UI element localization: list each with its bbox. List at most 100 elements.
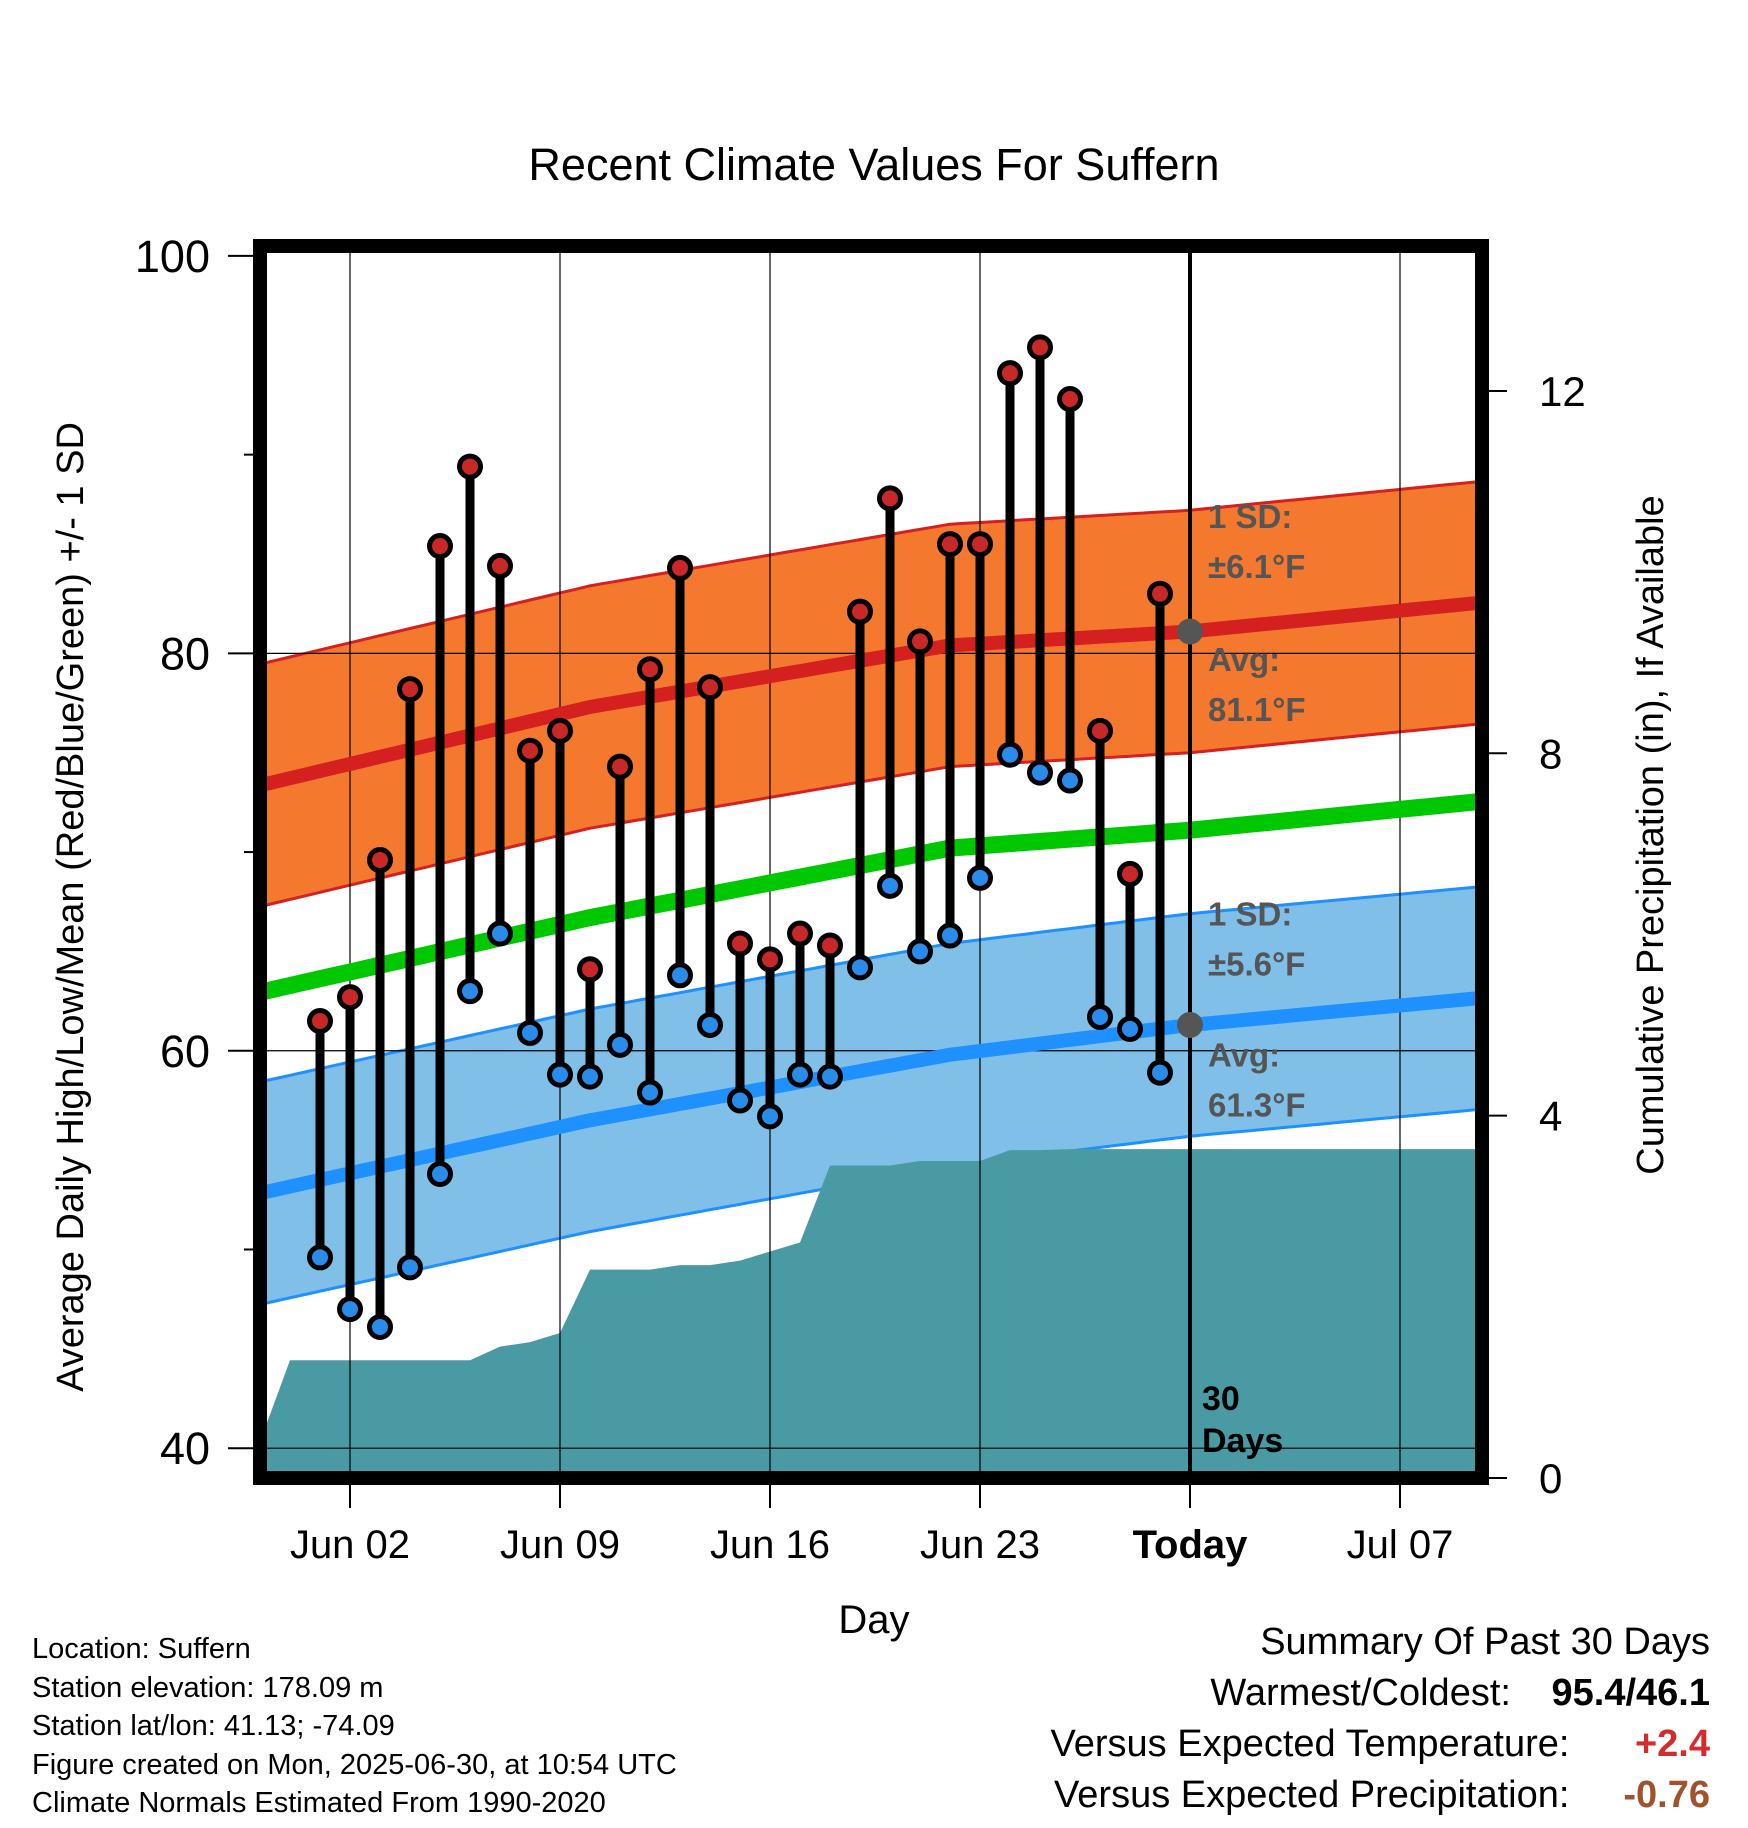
daily-high-point [1027,334,1053,361]
y-tick-label: 80 [160,628,210,679]
daily-high-point [727,930,753,957]
plot-frame [253,239,1489,1485]
daily-low-point [1027,759,1053,786]
daily-low-point [1117,1015,1143,1042]
elevation-text: Station elevation: 178.09 m [32,1671,384,1704]
high-sd-band [260,481,1482,907]
normals-text: Climate Normals Estimated From 1990-2020 [32,1787,606,1819]
summary-warm-cold-row: Warmest/Coldest: 95.4/46.1 [1051,1668,1710,1719]
daily-high-point [457,453,483,480]
warm-cold-label: Warmest/Coldest: [1210,1672,1511,1714]
high-avg-value: 81.1°F [1208,691,1306,728]
x-tick-label: Jun 09 [500,1523,620,1567]
daily-low-point [1087,1003,1113,1030]
y-axis-label: Average Daily High/Low/Mean (Red/Blue/Gr… [50,422,92,1392]
precipitation-area [260,1149,1482,1478]
daily-high-point [577,956,603,983]
daily-low-point [907,938,933,965]
daily-low-point [877,872,903,899]
daily-high-point [847,598,873,625]
daily-high-point [637,656,663,683]
x-tick-label: Jul 07 [1347,1523,1454,1567]
y2-axis-label: Cumulative Precipitation (in), If Availa… [1630,495,1672,1174]
created-text: Figure created on Mon, 2025-06-30, at 10… [32,1748,677,1781]
low-sd-value: ±5.6°F [1208,945,1305,982]
low-avg-value: 61.3°F [1208,1086,1306,1123]
station-metadata: Location: Suffern Station elevation: 178… [32,1630,677,1823]
y-tick-label: 100 [135,231,210,282]
y-tick-label: 40 [160,1423,210,1474]
x-axis-label: Day [838,1598,909,1642]
daily-low-point [967,864,993,891]
x-tick-label-today: Today [1133,1523,1249,1567]
y2-tick-label: 0 [1539,1455,1562,1502]
daily-low-point [1057,767,1083,794]
daily-high-point [517,737,543,764]
today-days-label: 30 Days [1202,1380,1283,1460]
daily-low-point [847,954,873,981]
chart-title: Recent Climate Values For Suffern [528,139,1219,190]
daily-high-point [757,946,783,973]
y-tick-label: 60 [160,1026,210,1077]
precip-value: -0.76 [1623,1774,1710,1816]
daily-high-point [787,920,813,947]
daily-low-point [727,1087,753,1114]
daily-low-point [757,1103,783,1130]
daily-low-point [367,1313,393,1340]
low-avg-label: Avg: [1208,1037,1280,1074]
daily-high-point [697,674,723,701]
avg-high-marker [1177,618,1203,645]
daily-low-point [637,1079,663,1106]
x-tick-label: Jun 16 [710,1523,830,1567]
high-sd-value: ±6.1°F [1208,548,1305,585]
daily-high-point [967,531,993,558]
daily-low-point [1147,1059,1173,1086]
y2-tick-label: 12 [1539,368,1586,415]
location-text: Location: Suffern [32,1633,251,1665]
daily-high-point [997,360,1023,387]
daily-high-point [487,552,513,579]
x-tick-label: Jun 23 [920,1523,1040,1567]
low-sd-label: 1 SD: [1208,896,1292,933]
daily-high-point [877,485,903,512]
daily-high-point [367,847,393,874]
daily-low-point [517,1019,543,1046]
daily-low-point [607,1031,633,1058]
daily-low-point [997,741,1023,768]
high-sd-label: 1 SD: [1208,498,1292,535]
daily-high-point [907,628,933,655]
daily-high-point [1117,860,1143,887]
daily-high-point [1057,386,1083,413]
high-avg-label: Avg: [1208,641,1280,678]
daily-low-point [667,962,693,989]
daily-high-point [337,984,363,1011]
daily-low-point [577,1063,603,1090]
summary-temp-row: Versus Expected Temperature: +2.4 [1051,1719,1710,1770]
x-tick-label: Jun 02 [290,1523,410,1567]
daily-low-point [337,1296,363,1323]
precip-label: Versus Expected Precipitation: [1054,1774,1570,1816]
daily-low-point [817,1063,843,1090]
daily-high-point [667,554,693,581]
daily-low-point [787,1061,813,1088]
y2-tick-label: 8 [1539,730,1562,777]
daily-high-point [607,753,633,780]
daily-low-point [397,1254,423,1281]
daily-high-point [307,1007,333,1034]
daily-high-point [1087,717,1113,744]
warm-cold-value: 95.4/46.1 [1551,1672,1710,1714]
summary-precip-row: Versus Expected Precipitation: -0.76 [1051,1770,1710,1821]
daily-low-point [487,920,513,947]
daily-high-point [937,531,963,558]
y2-tick-label: 4 [1539,1093,1562,1140]
daily-high-point [547,717,573,744]
temp-label: Versus Expected Temperature: [1050,1723,1570,1765]
daily-high-point [817,932,843,959]
daily-high-point [397,676,423,703]
daily-low-point [547,1061,573,1088]
plot-interior: 1 SD: ±6.1°F Avg: 81.1°F 1 SD: ±5.6°F Avg: 61.3… [260,246,1482,1478]
daily-low-point [697,1011,723,1038]
daily-high-point [1147,580,1173,607]
avg-low-marker [1177,1011,1203,1038]
